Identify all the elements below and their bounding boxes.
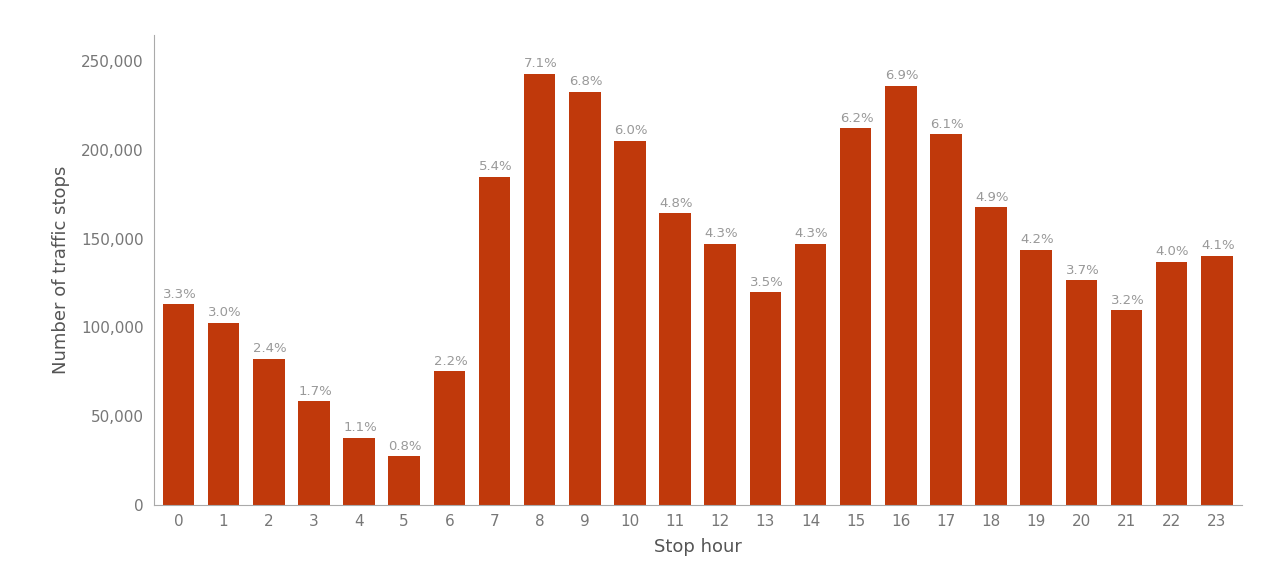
Text: 4.3%: 4.3% — [704, 227, 739, 240]
Bar — [434, 371, 465, 505]
Text: 3.5%: 3.5% — [750, 276, 783, 289]
Bar — [388, 456, 420, 505]
Text: 3.7%: 3.7% — [1065, 263, 1100, 277]
Bar — [524, 74, 556, 505]
Bar — [1065, 280, 1097, 505]
Bar — [207, 322, 239, 505]
Bar — [568, 92, 600, 505]
Text: 1.1%: 1.1% — [343, 421, 376, 434]
Y-axis label: Number of traffic stops: Number of traffic stops — [52, 165, 70, 374]
Bar — [614, 140, 645, 505]
Bar — [1020, 250, 1052, 505]
X-axis label: Stop hour: Stop hour — [654, 538, 741, 556]
Text: 2.4%: 2.4% — [253, 342, 287, 356]
Text: 2.2%: 2.2% — [434, 354, 467, 368]
Bar — [659, 213, 691, 505]
Text: 3.2%: 3.2% — [1111, 294, 1144, 307]
Bar — [1111, 310, 1142, 505]
Bar — [253, 359, 284, 505]
Text: 6.9%: 6.9% — [884, 70, 919, 82]
Bar — [840, 128, 872, 505]
Text: 1.7%: 1.7% — [298, 385, 332, 398]
Bar — [343, 438, 375, 505]
Bar — [1201, 256, 1233, 505]
Bar — [163, 304, 195, 505]
Text: 3.0%: 3.0% — [207, 306, 242, 319]
Bar — [750, 292, 781, 505]
Bar — [884, 86, 916, 505]
Text: 6.2%: 6.2% — [840, 112, 873, 125]
Text: 4.0%: 4.0% — [1156, 245, 1189, 258]
Bar — [704, 244, 736, 505]
Bar — [931, 135, 961, 505]
Text: 6.0%: 6.0% — [614, 124, 648, 137]
Text: 4.9%: 4.9% — [975, 191, 1009, 204]
Text: 5.4%: 5.4% — [479, 161, 512, 173]
Bar — [479, 177, 511, 505]
Text: 6.1%: 6.1% — [931, 118, 964, 131]
Bar — [975, 207, 1007, 505]
Text: 3.3%: 3.3% — [163, 288, 196, 301]
Bar — [795, 244, 827, 505]
Text: 4.3%: 4.3% — [795, 227, 828, 240]
Bar — [1156, 262, 1188, 505]
Bar — [298, 401, 330, 505]
Text: 4.2%: 4.2% — [1020, 233, 1053, 246]
Text: 0.8%: 0.8% — [388, 440, 422, 452]
Text: 6.8%: 6.8% — [568, 75, 603, 89]
Text: 7.1%: 7.1% — [524, 57, 558, 70]
Text: 4.1%: 4.1% — [1201, 240, 1235, 252]
Text: 4.8%: 4.8% — [659, 197, 692, 210]
